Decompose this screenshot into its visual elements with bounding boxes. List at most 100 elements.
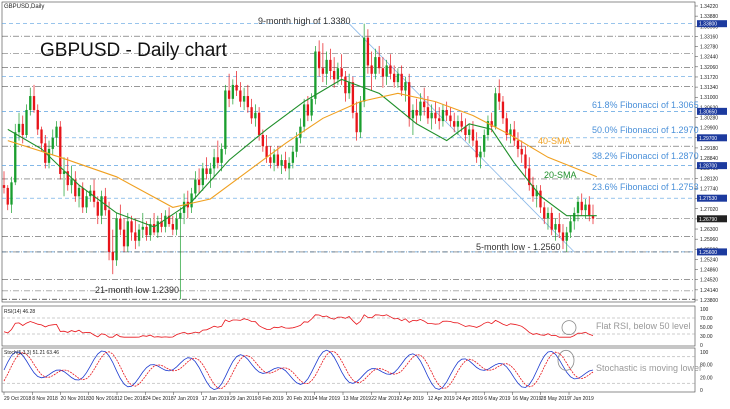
date-tick-label: 16 May 2019 xyxy=(513,396,542,402)
candle-body xyxy=(535,190,538,197)
candle-body xyxy=(224,90,227,149)
price-tick-label: 1.24860 xyxy=(700,268,718,274)
candle-body xyxy=(242,96,246,102)
date-tick-label: 13 Mar 2019 xyxy=(343,396,371,402)
rsi-panel-frame xyxy=(1,305,696,347)
candle-body xyxy=(389,65,392,74)
price-highlight-box xyxy=(697,194,727,202)
fib-618-annotation: 61.8% Fibonacci of 1.3065 xyxy=(592,100,699,110)
candle-body xyxy=(498,93,501,102)
price-tick-label: 1.29180 xyxy=(700,146,718,152)
symbol-label: GBPUSD,Daily xyxy=(4,4,44,10)
candle-body xyxy=(576,201,580,213)
candle-body xyxy=(160,221,163,227)
candle-body xyxy=(479,151,482,158)
rsi-tick-label: 50.00 xyxy=(700,325,713,331)
date-tick-label: 20 Nov 2018 xyxy=(61,396,90,402)
candle-body xyxy=(70,179,73,186)
candle-body xyxy=(539,190,542,208)
candle-body xyxy=(299,126,302,138)
candle-body xyxy=(524,154,527,169)
candle-body xyxy=(569,221,572,233)
candle-body xyxy=(51,137,54,149)
candle-body xyxy=(543,207,546,219)
candle-body xyxy=(404,82,407,91)
candle-body xyxy=(77,187,81,197)
price-tick-label: 1.27020 xyxy=(700,207,718,213)
candle-body xyxy=(321,68,325,74)
price-tick-label: 1.31340 xyxy=(700,85,718,91)
candle-body xyxy=(419,101,422,116)
candle-body xyxy=(261,135,265,147)
price-tick-label: 1.33500 xyxy=(700,24,718,30)
candle-body xyxy=(276,154,280,166)
price-tick-label: 1.28120 xyxy=(700,176,718,182)
candle-body xyxy=(396,73,400,83)
candle-body xyxy=(344,76,347,94)
candle-body xyxy=(314,51,317,99)
candle-body xyxy=(209,168,212,174)
candle-body xyxy=(220,148,223,163)
date-tick-label: 4 Mar 2019 xyxy=(315,396,341,402)
candle-body xyxy=(179,212,182,219)
candle-body xyxy=(32,96,36,110)
candle-body xyxy=(336,68,340,80)
stoch-panel-frame xyxy=(1,347,696,393)
candle-body xyxy=(423,101,426,108)
candle-body xyxy=(426,107,430,119)
candle-body xyxy=(453,121,456,127)
stoch-tick-label: 20.00 xyxy=(700,375,713,381)
low-21m-annotation: 21-month low 1.2390 xyxy=(95,285,179,295)
candle-body xyxy=(393,73,396,83)
price-tick-label: 1.32440 xyxy=(700,55,718,61)
indicators xyxy=(2,314,695,391)
date-tick-label: 6 May 2019 xyxy=(484,396,510,402)
candle-body xyxy=(21,123,24,136)
candle-body xyxy=(340,68,343,77)
price-tick-label: 1.27740 xyxy=(700,186,718,192)
candle-body xyxy=(366,37,370,66)
candle-body xyxy=(464,126,467,136)
candle-body xyxy=(250,107,253,119)
stoch-tick-label: 0 xyxy=(700,388,703,394)
stoch-tick-label: 80.00 xyxy=(700,363,713,369)
candle-body xyxy=(14,132,17,183)
candle-body xyxy=(329,59,332,72)
candle-body xyxy=(438,118,441,122)
sma40-line xyxy=(7,92,598,208)
main-panel-frame xyxy=(1,1,696,303)
candle-body xyxy=(509,129,512,136)
candle-body xyxy=(374,57,377,74)
price-highlight-box xyxy=(697,215,727,223)
date-tick-label: 12 Apr 2019 xyxy=(428,396,455,402)
candle-body xyxy=(520,148,523,155)
fib-382-annotation: 38.2% Fibonacci of 1.2870 xyxy=(592,151,699,161)
candle-body xyxy=(546,212,550,219)
candle-body xyxy=(126,221,129,247)
price-tick-label: 1.24520 xyxy=(700,278,718,284)
fib-236-annotation: 23.6% Fibonacci of 1.2753 xyxy=(592,182,699,192)
candle-body xyxy=(96,201,99,216)
candle-body xyxy=(130,221,133,233)
candle-body xyxy=(100,196,103,216)
candle-body xyxy=(66,171,69,186)
candle-body xyxy=(239,90,242,102)
date-tick-label: 8 Nov 2018 xyxy=(32,396,58,402)
candle-body xyxy=(475,140,478,158)
candle-body xyxy=(62,171,66,174)
candle-body xyxy=(197,179,201,186)
candle-body xyxy=(513,129,516,141)
candle-body xyxy=(167,215,171,225)
candle-body xyxy=(362,37,366,102)
candle-body xyxy=(471,129,475,141)
price-highlight-box xyxy=(697,20,727,28)
candle-body xyxy=(36,109,39,130)
candle-body xyxy=(175,218,178,230)
candle-body xyxy=(460,121,463,127)
candle-body xyxy=(584,204,587,211)
price-tick-label: 1.28840 xyxy=(700,156,718,162)
candle-body xyxy=(25,109,28,136)
candle-body xyxy=(284,160,287,169)
date-tick-label: 28 May 2019 xyxy=(541,396,570,402)
